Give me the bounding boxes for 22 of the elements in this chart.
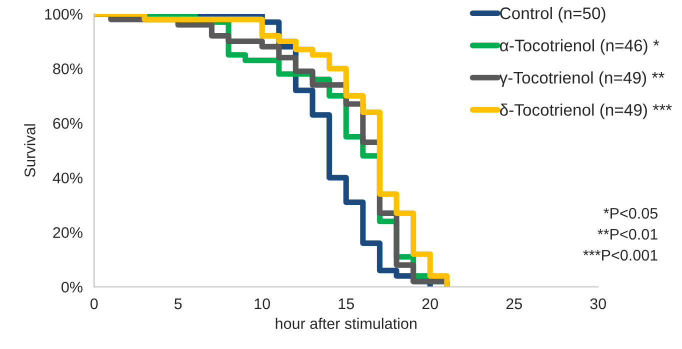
legend-label: α-Tocotrienol (n=46) * xyxy=(500,39,660,55)
annotation: **P<0.01 xyxy=(598,228,658,240)
y-tick-label: 20% xyxy=(53,227,82,238)
x-tick-label: 20 xyxy=(422,298,438,310)
legend-label: δ-Tocotrienol (n=49) *** xyxy=(500,104,672,120)
x-tick-label: 10 xyxy=(254,298,270,310)
y-axis-title: Survival xyxy=(24,124,36,177)
legend-label: Control (n=50) xyxy=(500,6,606,23)
x-tick-label: 15 xyxy=(338,298,354,310)
text: *P<0.05 xyxy=(604,208,658,219)
x-tick-label: 25 xyxy=(506,298,522,310)
y-tick-label: 0% xyxy=(62,282,82,293)
x-axis-title: hour after stimulation xyxy=(276,318,416,330)
x-tick-label: 5 xyxy=(174,298,182,310)
x-tick-label: 0 xyxy=(90,298,98,310)
y-tick-label: 100% xyxy=(45,8,82,20)
y-tick-label: 40% xyxy=(52,172,82,184)
annotation: ***P<0.001 xyxy=(583,250,658,261)
y-tick-label: 80% xyxy=(53,63,82,74)
y-tick-label: 60% xyxy=(53,118,82,129)
legend-label: γ-Tocotrienol (n=49) ** xyxy=(499,71,664,87)
x-tick-label: 30 xyxy=(590,298,606,310)
